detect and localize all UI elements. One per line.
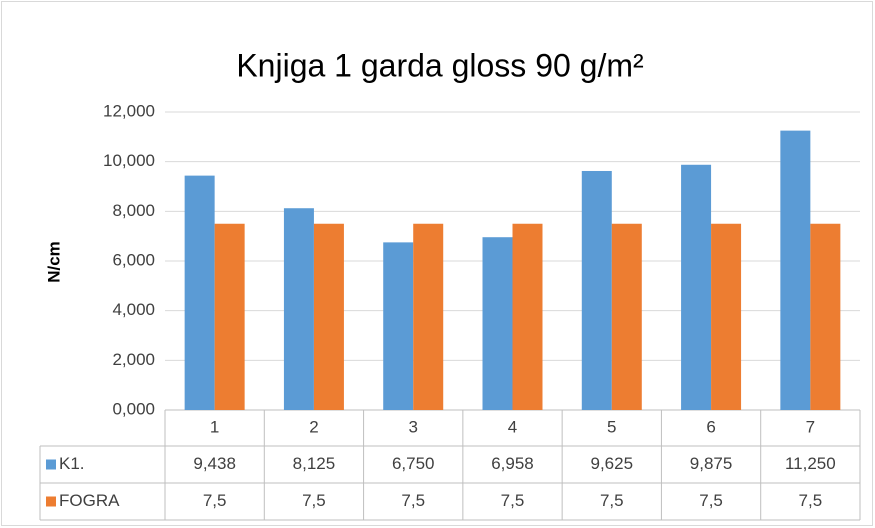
y-tick-label: 0,000 [112, 399, 155, 418]
bar [711, 223, 742, 410]
table-value: 9,625 [591, 454, 634, 473]
table-value: 7,5 [401, 491, 425, 510]
table-value: 7,5 [699, 491, 723, 510]
table-value: 6,750 [392, 454, 435, 473]
y-tick-label: 2,000 [112, 350, 155, 369]
bar [780, 130, 811, 410]
bar [313, 223, 344, 410]
x-tick-label: 7 [806, 417, 815, 436]
x-tick-label: 5 [607, 417, 616, 436]
table-value: 6,958 [491, 454, 534, 473]
bar [581, 170, 612, 410]
table-value: 7,5 [600, 491, 624, 510]
bar [611, 223, 642, 410]
table-value: 7,5 [203, 491, 227, 510]
x-tick-label: 2 [309, 417, 318, 436]
table-value: 7,5 [799, 491, 823, 510]
legend-key [46, 496, 56, 507]
bar [184, 175, 215, 410]
y-tick-label: 10,000 [103, 151, 155, 170]
bar [810, 223, 841, 410]
x-tick-label: 1 [210, 417, 219, 436]
y-axis-label: N/cm [44, 241, 63, 283]
bar [283, 208, 314, 410]
bar [214, 223, 245, 410]
bar [383, 242, 414, 410]
legend-label: FOGRA [59, 491, 120, 510]
table-value: 9,875 [690, 454, 733, 473]
y-tick-label: 8,000 [112, 201, 155, 220]
table-value: 9,438 [193, 454, 236, 473]
bar [482, 237, 513, 410]
legend-label: K1. [59, 454, 85, 473]
x-tick-label: 3 [408, 417, 417, 436]
x-tick-label: 6 [706, 417, 715, 436]
y-tick-label: 12,000 [103, 101, 155, 120]
table-value: 8,125 [293, 454, 336, 473]
y-tick-label: 6,000 [112, 250, 155, 269]
y-tick-label: 4,000 [112, 300, 155, 319]
table-value: 11,250 [785, 454, 836, 473]
legend-key [46, 459, 56, 470]
bar [681, 164, 712, 410]
bar [512, 223, 543, 410]
table-value: 7,5 [501, 491, 525, 510]
chart-title: Knjiga 1 garda gloss 90 g/m² [236, 47, 644, 83]
table-value: 7,5 [302, 491, 326, 510]
bar [413, 223, 444, 410]
x-tick-label: 4 [508, 417, 517, 436]
